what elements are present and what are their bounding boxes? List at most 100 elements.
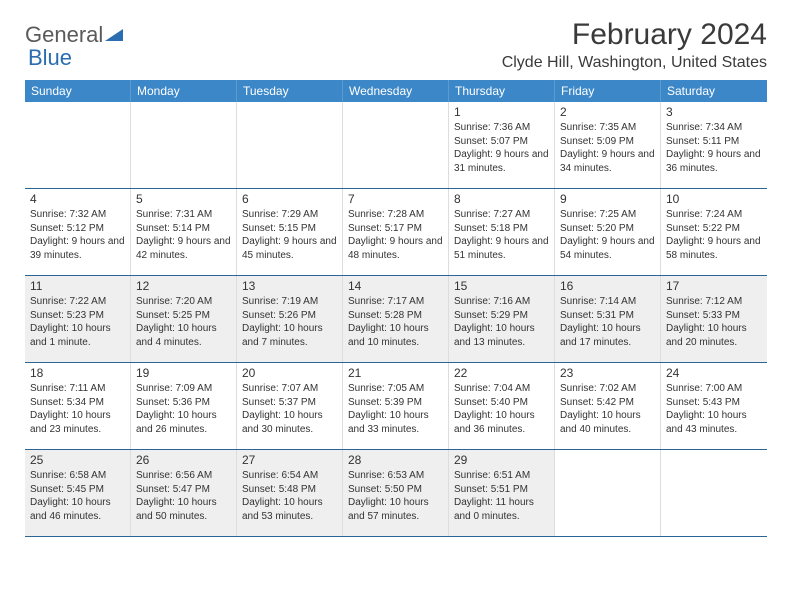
sunset-line: Sunset: 5:39 PM [348,396,443,410]
day-info: Sunrise: 7:17 AMSunset: 5:28 PMDaylight:… [348,295,443,349]
day-info: Sunrise: 7:19 AMSunset: 5:26 PMDaylight:… [242,295,337,349]
sunrise-line: Sunrise: 7:31 AM [136,208,231,222]
day-5: 5Sunrise: 7:31 AMSunset: 5:14 PMDaylight… [131,189,237,275]
title-block: February 2024 Clyde Hill, Washington, Un… [502,18,767,72]
daylight-line: Daylight: 10 hours and 53 minutes. [242,496,337,523]
daylight-line: Daylight: 10 hours and 50 minutes. [136,496,231,523]
daylight-line: Daylight: 9 hours and 58 minutes. [666,235,762,262]
daylight-line: Daylight: 11 hours and 0 minutes. [454,496,549,523]
daylight-line: Daylight: 10 hours and 36 minutes. [454,409,549,436]
day-29: 29Sunrise: 6:51 AMSunset: 5:51 PMDayligh… [449,450,555,536]
day-number: 28 [348,453,443,467]
daylight-line: Daylight: 10 hours and 4 minutes. [136,322,231,349]
weekday-header-row: SundayMondayTuesdayWednesdayThursdayFrid… [25,80,767,102]
day-number: 3 [666,105,762,119]
day-20: 20Sunrise: 7:07 AMSunset: 5:37 PMDayligh… [237,363,343,449]
sunset-line: Sunset: 5:51 PM [454,483,549,497]
sunrise-line: Sunrise: 6:53 AM [348,469,443,483]
weekday-tuesday: Tuesday [237,80,343,102]
day-number: 17 [666,279,762,293]
daylight-line: Daylight: 9 hours and 36 minutes. [666,148,762,175]
day-24: 24 Sunrise: 7:00 AMSunset: 5:43 PMDayligh… [661,363,767,449]
sunset-line: Sunset: 5:11 PM [666,135,762,149]
day-info: Sunrise: 7:34 AMSunset: 5:11 PMDaylight:… [666,121,762,175]
weekday-monday: Monday [131,80,237,102]
day-number: 19 [136,366,231,380]
daylight-line: Daylight: 9 hours and 51 minutes. [454,235,549,262]
sunrise-line: Sunrise: 7:00 AM [666,382,762,396]
day-info: Sunrise: 7:20 AMSunset: 5:25 PMDaylight:… [136,295,231,349]
sunset-line: Sunset: 5:22 PM [666,222,762,236]
sunrise-line: Sunrise: 7:29 AM [242,208,337,222]
sunset-line: Sunset: 5:40 PM [454,396,549,410]
day-number: 15 [454,279,549,293]
day-number: 4 [30,192,125,206]
day-number: 5 [136,192,231,206]
week-row: 4Sunrise: 7:32 AMSunset: 5:12 PMDaylight… [25,189,767,276]
sunrise-line: Sunrise: 7:09 AM [136,382,231,396]
sunset-line: Sunset: 5:34 PM [30,396,125,410]
sunrise-line: Sunrise: 7:34 AM [666,121,762,135]
calendar: SundayMondayTuesdayWednesdayThursdayFrid… [25,80,767,537]
empty-cell [555,450,661,536]
sunrise-line: Sunrise: 7:07 AM [242,382,337,396]
empty-cell [131,102,237,188]
day-3: 3 Sunrise: 7:34 AMSunset: 5:11 PMDaylight… [661,102,767,188]
day-info: Sunrise: 6:54 AMSunset: 5:48 PMDaylight:… [242,469,337,523]
day-10: 10Sunrise: 7:24 AMSunset: 5:22 PMDayligh… [661,189,767,275]
day-number: 11 [30,279,125,293]
sunrise-line: Sunrise: 7:02 AM [560,382,655,396]
sunset-line: Sunset: 5:17 PM [348,222,443,236]
day-info: Sunrise: 7:02 AMSunset: 5:42 PMDaylight:… [560,382,655,436]
weekday-wednesday: Wednesday [343,80,449,102]
day-info: Sunrise: 6:53 AMSunset: 5:50 PMDaylight:… [348,469,443,523]
sunrise-line: Sunrise: 6:51 AM [454,469,549,483]
daylight-line: Daylight: 9 hours and 45 minutes. [242,235,337,262]
day-14: 14Sunrise: 7:17 AMSunset: 5:28 PMDayligh… [343,276,449,362]
day-number: 13 [242,279,337,293]
sunrise-line: Sunrise: 7:35 AM [560,121,655,135]
sunset-line: Sunset: 5:45 PM [30,483,125,497]
day-info: Sunrise: 7:14 AMSunset: 5:31 PMDaylight:… [560,295,655,349]
day-info: Sunrise: 7:29 AMSunset: 5:15 PMDaylight:… [242,208,337,262]
weekday-friday: Friday [555,80,661,102]
week-row: 11Sunrise: 7:22 AMSunset: 5:23 PMDayligh… [25,276,767,363]
calendar-body: 1Sunrise: 7:36 AMSunset: 5:07 PMDaylight… [25,102,767,537]
sunrise-line: Sunrise: 7:20 AM [136,295,231,309]
day-number: 1 [454,105,549,119]
sunrise-line: Sunrise: 7:19 AM [242,295,337,309]
day-19: 19Sunrise: 7:09 AMSunset: 5:36 PMDayligh… [131,363,237,449]
sunset-line: Sunset: 5:12 PM [30,222,125,236]
empty-cell [25,102,131,188]
sunset-line: Sunset: 5:20 PM [560,222,655,236]
sunset-line: Sunset: 5:42 PM [560,396,655,410]
sunset-line: Sunset: 5:31 PM [560,309,655,323]
day-number: 25 [30,453,125,467]
day-number: 8 [454,192,549,206]
daylight-line: Daylight: 10 hours and 17 minutes. [560,322,655,349]
calendar-page: General February 2024 Clyde Hill, Washin… [0,0,792,547]
daylight-line: Daylight: 10 hours and 1 minute. [30,322,125,349]
empty-cell [343,102,449,188]
sunset-line: Sunset: 5:26 PM [242,309,337,323]
day-info: Sunrise: 6:56 AMSunset: 5:47 PMDaylight:… [136,469,231,523]
sunset-line: Sunset: 5:23 PM [30,309,125,323]
day-number: 7 [348,192,443,206]
day-number: 26 [136,453,231,467]
day-number: 22 [454,366,549,380]
day-12: 12Sunrise: 7:20 AMSunset: 5:25 PMDayligh… [131,276,237,362]
day-27: 27Sunrise: 6:54 AMSunset: 5:48 PMDayligh… [237,450,343,536]
logo-text-2: Blue [28,45,72,71]
day-info: Sunrise: 7:00 AMSunset: 5:43 PMDaylight:… [666,382,762,436]
day-number: 2 [560,105,655,119]
day-28: 28 Sunrise: 6:53 AMSunset: 5:50 PMDayligh… [343,450,449,536]
day-6: 6Sunrise: 7:29 AMSunset: 5:15 PMDaylight… [237,189,343,275]
sunrise-line: Sunrise: 7:05 AM [348,382,443,396]
daylight-line: Daylight: 10 hours and 30 minutes. [242,409,337,436]
day-number: 24 [666,366,762,380]
sunrise-line: Sunrise: 7:11 AM [30,382,125,396]
day-21: 21Sunrise: 7:05 AMSunset: 5:39 PMDayligh… [343,363,449,449]
day-7: 7Sunrise: 7:28 AMSunset: 5:17 PMDaylight… [343,189,449,275]
day-info: Sunrise: 7:25 AMSunset: 5:20 PMDaylight:… [560,208,655,262]
sunrise-line: Sunrise: 7:25 AM [560,208,655,222]
